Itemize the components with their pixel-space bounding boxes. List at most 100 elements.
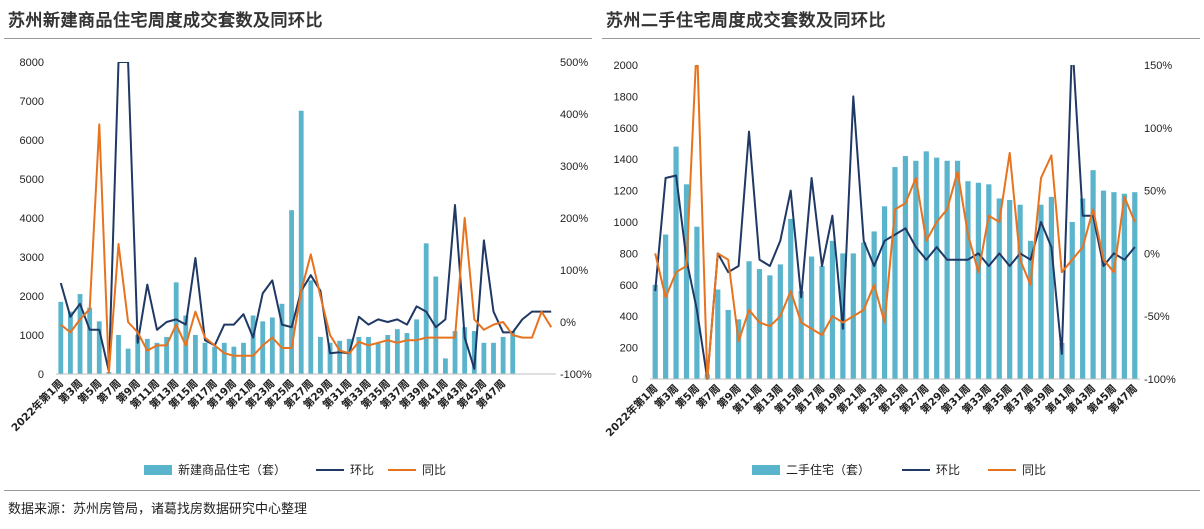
yoy-line — [60, 123, 553, 374]
bar — [144, 338, 150, 374]
bar — [77, 294, 83, 374]
bar — [500, 336, 506, 374]
bar — [663, 234, 669, 379]
bar — [683, 184, 690, 379]
legend-label-mom: 环比 — [350, 463, 374, 477]
y-right-tick-label: 200% — [560, 213, 588, 225]
legend-swatch-bar — [144, 465, 172, 475]
bar — [1100, 190, 1107, 379]
bar — [798, 291, 804, 379]
bar — [652, 284, 658, 379]
bar — [414, 319, 419, 374]
y-right-tick-label: 300% — [560, 161, 588, 173]
bar — [308, 280, 314, 374]
legend-label-mom: 环比 — [936, 463, 960, 477]
bar — [1069, 222, 1075, 379]
bar — [433, 276, 439, 374]
y-right-tick-label: 150% — [1144, 60, 1172, 72]
legend-label-yoy: 同比 — [1022, 463, 1046, 477]
bar — [725, 309, 731, 379]
bar — [452, 331, 458, 374]
y-left-tick-label: 5000 — [20, 174, 44, 186]
bar — [289, 210, 294, 374]
bar — [1027, 240, 1034, 379]
bar — [96, 321, 102, 374]
bar — [1111, 192, 1117, 379]
bar — [375, 342, 381, 374]
bar — [164, 336, 169, 374]
y-left-tick-label: 3000 — [20, 252, 44, 264]
bar — [423, 243, 429, 374]
bar — [491, 342, 496, 374]
bar — [154, 342, 160, 374]
bar — [673, 146, 679, 379]
bar — [694, 226, 700, 379]
y-right-tick-label: 400% — [560, 109, 588, 121]
bar — [481, 342, 487, 374]
y-right-tick-label: 100% — [560, 265, 588, 277]
bar — [366, 336, 371, 374]
bar — [193, 335, 198, 374]
bar — [1007, 200, 1013, 379]
y-left-tick-label: 800 — [620, 248, 638, 260]
left-title-divider — [4, 38, 592, 39]
bar — [346, 338, 352, 374]
bar — [231, 346, 237, 374]
bar — [298, 110, 304, 374]
y-right-tick-label: -100% — [560, 369, 592, 381]
yoy-line — [654, 65, 1136, 380]
mom-line — [59, 62, 552, 373]
bar — [1090, 170, 1096, 379]
bar — [173, 282, 179, 374]
bar — [1048, 196, 1054, 379]
bar — [443, 358, 448, 374]
legend-label-yoy: 同比 — [422, 463, 446, 477]
bar — [404, 333, 410, 374]
bar — [913, 160, 919, 379]
y-left-tick-label: 0 — [38, 369, 44, 381]
bar — [871, 231, 877, 379]
y-right-tick-label: 100% — [1144, 123, 1172, 135]
bar — [975, 182, 982, 379]
y-left-tick-label: 600 — [620, 280, 638, 292]
right-title-divider — [602, 38, 1200, 39]
secondhand-housing-chart: 0 200 400 600 800 1000 1200 1400 1600 1800 2000 -10… — [603, 60, 1176, 477]
new-housing-chart: 0 1000 2000 3000 4000 5000 6000 7000 8000 -100% 0%… — [9, 57, 592, 477]
y-left-tick-label: 2000 — [20, 291, 44, 303]
bar — [902, 156, 909, 379]
bar — [965, 181, 971, 379]
bar — [819, 265, 825, 379]
right-chart-title: 苏州二手住宅周度成交套数及同环比 — [606, 11, 886, 31]
bar — [116, 335, 121, 374]
footer-divider — [4, 490, 1200, 491]
y-left-tick-label: 6000 — [20, 135, 44, 147]
x-tick-label: 2022年第1周 — [9, 377, 66, 434]
y-right-tick-label: -50% — [1144, 311, 1170, 323]
bar — [279, 303, 285, 374]
bar — [327, 342, 333, 374]
y-left-tick-label: 7000 — [20, 96, 44, 108]
bar — [260, 321, 266, 374]
bar — [221, 342, 227, 374]
bar — [68, 311, 73, 374]
y-left-tick-label: 1000 — [614, 217, 638, 229]
bar — [881, 206, 888, 379]
source-note: 数据来源：苏州房管局，诸葛找房数据研究中心整理 — [8, 502, 308, 517]
bar — [1038, 204, 1044, 379]
y-left-tick-label: 4000 — [20, 213, 44, 225]
bar — [212, 346, 218, 374]
bar — [715, 289, 721, 379]
legend-label-bar: 二手住宅（套） — [786, 462, 870, 477]
bar — [756, 269, 763, 379]
bar — [1017, 204, 1023, 379]
bar — [923, 151, 929, 379]
bar — [356, 336, 362, 374]
bar — [1080, 198, 1086, 379]
bar — [58, 301, 64, 374]
y-left-tick-label: 2000 — [614, 60, 638, 72]
x-tick-label: 2022年第1周 — [603, 382, 660, 439]
y-right-tick-label: 500% — [560, 57, 588, 69]
bar — [1059, 342, 1065, 379]
bar — [944, 160, 950, 379]
y-right-tick-label: 0% — [1144, 248, 1160, 260]
